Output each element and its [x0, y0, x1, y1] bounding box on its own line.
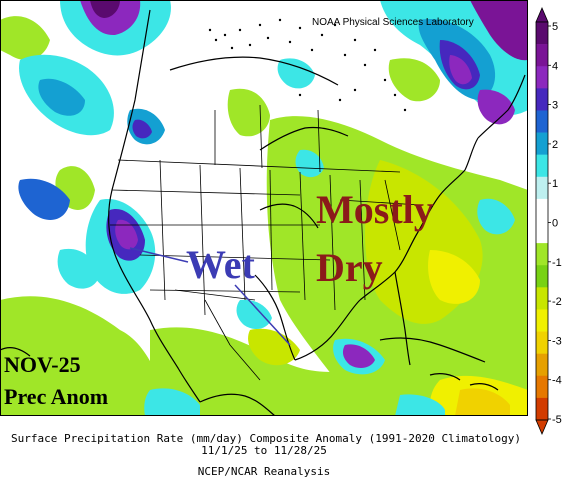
colorbar-tick-label: -1 — [552, 257, 562, 269]
variable-label: Prec Anom — [4, 384, 109, 409]
colorbar-segment — [536, 88, 548, 111]
annotation-dry: Dry — [316, 245, 383, 290]
colorbar-segment — [536, 353, 548, 377]
wet-arrows — [129, 247, 291, 346]
caption-line-1: Surface Precipitation Rate (mm/day) Comp… — [11, 432, 521, 445]
colorbar-extend-top — [535, 6, 549, 23]
colorbar-segment — [536, 243, 548, 266]
colorbar-frame — [535, 21, 549, 421]
colorbar-tick-label: 1 — [552, 178, 558, 190]
colorbar-segment — [536, 221, 548, 244]
precip-anomaly-map — [0, 0, 528, 416]
colorbar-segment — [536, 287, 548, 310]
annotation-wet: Wet — [186, 242, 255, 287]
colorbar-tick-label: -2 — [552, 296, 562, 308]
colorbar-tick-label: -5 — [552, 414, 562, 426]
colorbar-tick-label: 3 — [552, 100, 558, 112]
colorbar-segment — [536, 132, 548, 155]
arctic-islands — [208, 18, 407, 112]
colorbar-segment — [536, 265, 548, 288]
caption-line-2: 11/1/25 to 11/28/25 — [201, 444, 327, 457]
coastlines — [0, 9, 526, 416]
colorbar-segment — [536, 22, 548, 45]
colorbar-segment — [536, 176, 548, 200]
colorbar-segment — [536, 198, 548, 222]
month-label: NOV-25 — [4, 352, 81, 377]
colorbar-tick-label: 4 — [552, 60, 558, 72]
colorbar-segment — [536, 375, 548, 399]
colorbar-tick-label: 2 — [552, 139, 558, 151]
colorbar-segment — [536, 331, 548, 354]
colorbar-tick-label: -4 — [552, 375, 562, 387]
colorbar-segment — [536, 154, 548, 178]
colorbar: 5 4 3 2 1 0 -1 -2 -3 -4 -5 — [535, 6, 562, 436]
caption-line-3: NCEP/NCAR Reanalysis — [197, 465, 331, 478]
colorbar-tick-label: -3 — [552, 335, 562, 347]
colorbar-segment — [536, 44, 548, 67]
political-boundaries — [110, 104, 421, 381]
colorbar-segment — [536, 309, 548, 332]
wet-anomaly-areas — [18, 0, 528, 416]
annotation-mostly: Mostly — [316, 187, 434, 232]
colorbar-segment — [536, 66, 548, 89]
colorbar-tick-label: 5 — [552, 21, 558, 33]
colorbar-tick-label: 0 — [552, 218, 558, 230]
colorbar-segment — [536, 397, 548, 421]
map-credit: NOAA Physical Sciences Laboratory — [312, 17, 474, 28]
colorbar-segment — [536, 110, 548, 133]
colorbar-extend-bottom — [535, 419, 549, 436]
dry-anomaly-areas — [0, 16, 528, 416]
